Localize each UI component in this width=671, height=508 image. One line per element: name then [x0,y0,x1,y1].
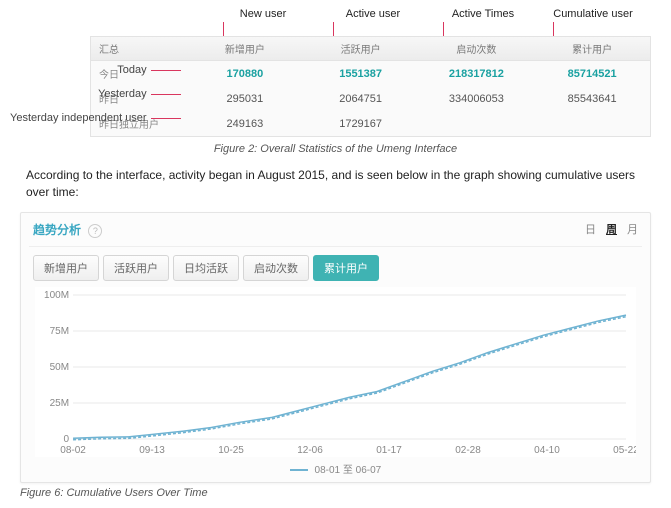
col-label: Cumulative user [553,8,633,20]
col-label: Active user [333,8,413,20]
table-cell: 249163 [187,113,303,135]
stats-block: New user Active user Active Times Cumula… [90,8,651,137]
svg-text:75M: 75M [50,326,69,337]
category-tab[interactable]: 日均活跃 [173,255,239,281]
table-cell: 295031 [187,88,303,110]
head-cell: 活跃用户 [303,37,419,60]
help-icon[interactable]: ? [88,224,102,238]
head-cell: 启动次数 [419,37,535,60]
figure6-caption: Figure 6: Cumulative Users Over Time [20,487,651,499]
svg-text:50M: 50M [50,362,69,373]
svg-text:25M: 25M [50,398,69,409]
head-cell: 累计用户 [534,37,650,60]
svg-text:09-13: 09-13 [139,445,165,456]
table-cell: 85543641 [534,88,650,110]
svg-text:01-17: 01-17 [376,445,402,456]
period-tab[interactable]: 周 [606,221,617,237]
row-label-en: Yesterday independent user [10,106,147,130]
svg-text:100M: 100M [44,290,69,301]
period-tab[interactable]: 日 [585,221,596,237]
svg-text:02-28: 02-28 [455,445,481,456]
svg-text:0: 0 [63,434,69,445]
svg-text:05-22: 05-22 [613,445,636,456]
legend-text: 08-01 至 06-07 [315,465,382,476]
category-tab[interactable]: 活跃用户 [103,255,169,281]
head-cell: 新增用户 [187,37,303,60]
table-cell: 334006053 [419,88,535,110]
chart-panel: 趋势分析 ? 日周月 新增用户活跃用户日均活跃启动次数累计用户 0 25M 50M 7… [20,212,651,483]
period-tab[interactable]: 月 [627,221,638,237]
chart-legend: 08-01 至 06-07 [29,457,642,478]
chart-title: 趋势分析 [33,223,81,237]
table-cell: 170880 [187,63,303,85]
category-tab[interactable]: 新增用户 [33,255,99,281]
table-cell: 1551387 [303,63,419,85]
table-cell: 218317812 [419,63,535,85]
table-cell: 85714521 [534,63,650,85]
svg-text:08-02: 08-02 [60,445,86,456]
column-english-labels: New user Active user Active Times Cumula… [90,8,651,20]
table-cell [534,119,650,129]
svg-text:12-06: 12-06 [297,445,323,456]
row-label-en: Yesterday [98,82,147,106]
svg-text:04-10: 04-10 [534,445,560,456]
period-tabs: 日周月 [585,221,638,237]
legend-chip-icon [290,469,308,471]
chart-plot: 0 25M 50M 75M 100M 08-02 09-13 10-25 12-06 01-17 0… [35,287,636,457]
body-paragraph: According to the interface, activity beg… [26,167,645,202]
col-label: New user [223,8,303,20]
svg-text:10-25: 10-25 [218,445,244,456]
table-cell: 2064751 [303,88,419,110]
head-spacer: 汇总 [91,37,187,60]
category-tabs: 新增用户活跃用户日均活跃启动次数累计用户 [33,255,638,281]
col-label: Active Times [443,8,523,20]
figure2-caption: Figure 2: Overall Statistics of the Umen… [20,143,651,155]
table-cell: 1729167 [303,113,419,135]
category-tab[interactable]: 累计用户 [313,255,379,281]
row-label-en: Today [117,58,146,82]
column-pointers [90,22,651,36]
category-tab[interactable]: 启动次数 [243,255,309,281]
table-cell [419,119,535,129]
